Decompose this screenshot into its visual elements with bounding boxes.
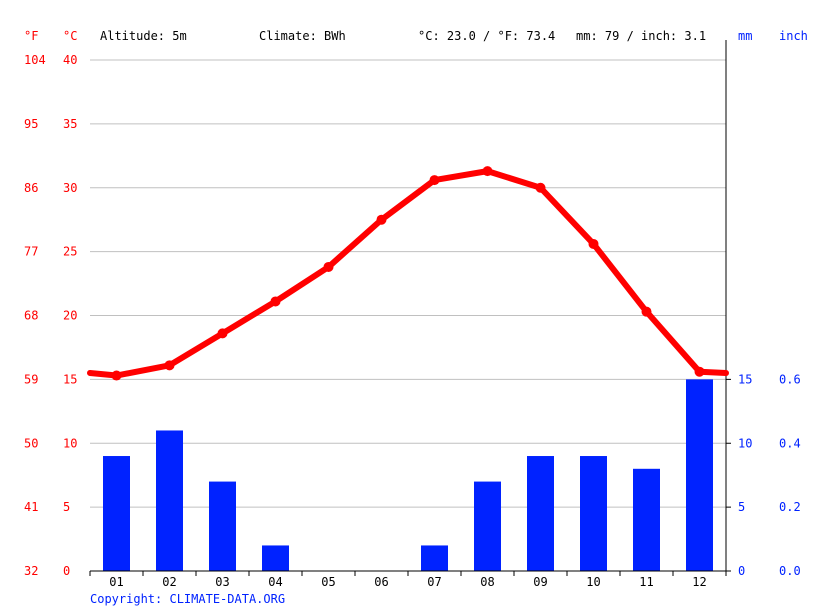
- precipitation-axis-ticks: 15 0.6 10 0.4 5 0.2 0 0.0: [725, 40, 801, 578]
- tick-label-inch: 0.6: [779, 372, 801, 386]
- month-label: 04: [268, 575, 282, 589]
- grid-lines: [90, 59, 726, 508]
- temperature-point: [588, 238, 599, 249]
- tick-label-mm: 0: [738, 564, 745, 578]
- altitude-label: Altitude: 5m: [100, 29, 187, 43]
- copyright-text: Copyright: CLIMATE-DATA.ORG: [90, 592, 285, 606]
- tick-label-mm: 15: [738, 372, 752, 386]
- temperature-point: [270, 296, 281, 307]
- tick-label-fahrenheit: 32: [24, 564, 38, 578]
- tick-label-inch: 0.0: [779, 564, 801, 578]
- precipitation-bar: [580, 456, 607, 571]
- precipitation-bar: [474, 481, 501, 571]
- month-label: 12: [692, 575, 706, 589]
- tick-label-fahrenheit: 41: [24, 500, 38, 514]
- tick-label-fahrenheit: 68: [24, 309, 38, 323]
- month-label: 09: [533, 575, 547, 589]
- tick-label-celsius: 40: [63, 53, 77, 67]
- tick-label-mm: 5: [738, 500, 745, 514]
- unit-mm: mm: [738, 29, 752, 43]
- month-label: 06: [374, 575, 388, 589]
- month-label: 05: [321, 575, 335, 589]
- temperature-point: [694, 366, 705, 377]
- tick-label-fahrenheit: 50: [24, 436, 38, 450]
- temperature-point: [482, 166, 493, 177]
- temperature-series: [87, 166, 729, 381]
- climate-label: Climate: BWh: [259, 29, 346, 43]
- precipitation-bar: [421, 545, 448, 571]
- tick-label-inch: 0.2: [779, 500, 801, 514]
- temperature-point: [111, 370, 122, 381]
- precipitation-bar: [527, 456, 554, 571]
- tick-label-mm: 10: [738, 436, 752, 450]
- tick-label-fahrenheit: 59: [24, 372, 38, 386]
- temperature-line: [87, 168, 729, 379]
- temperature-point: [376, 214, 387, 225]
- tick-label-fahrenheit: 86: [24, 181, 38, 195]
- month-label: 07: [427, 575, 441, 589]
- unit-inch: inch: [779, 29, 808, 43]
- unit-celsius: °C: [63, 29, 77, 43]
- temperature-point: [164, 360, 175, 371]
- temperature-point: [323, 261, 334, 272]
- precipitation-bar: [209, 481, 236, 571]
- x-axis: 01 02 03 04 05 06 07 08 09 10 11 12: [89, 570, 727, 589]
- tick-label-celsius: 20: [63, 309, 77, 323]
- temperature-axis-ticks: 104 40 95 35 86 30 77 25 68 20 59 15 50 10 41 5 32 0: [24, 53, 77, 578]
- tick-label-celsius: 35: [63, 117, 77, 131]
- tick-label-inch: 0.4: [779, 436, 801, 450]
- precipitation-bar: [103, 456, 130, 571]
- average-precipitation-label: mm: 79 / inch: 3.1: [576, 29, 706, 43]
- tick-label-fahrenheit: 77: [24, 245, 38, 259]
- tick-label-celsius: 5: [63, 500, 70, 514]
- temperature-point: [535, 182, 546, 193]
- temperature-point: [429, 175, 440, 186]
- temperature-point: [641, 306, 652, 317]
- precipitation-bar: [686, 379, 713, 571]
- average-temperature-label: °C: 23.0 / °F: 73.4: [418, 29, 555, 43]
- tick-label-celsius: 15: [63, 372, 77, 386]
- month-label: 03: [215, 575, 229, 589]
- month-label: 10: [586, 575, 600, 589]
- tick-label-fahrenheit: 95: [24, 117, 38, 131]
- precipitation-bar: [633, 468, 660, 571]
- month-label: 02: [162, 575, 176, 589]
- tick-label-fahrenheit: 104: [24, 53, 46, 67]
- tick-label-celsius: 25: [63, 245, 77, 259]
- month-label: 11: [639, 575, 653, 589]
- tick-label-celsius: 30: [63, 181, 77, 195]
- month-label: 08: [480, 575, 494, 589]
- precipitation-bars: [103, 379, 713, 571]
- precipitation-bar: [156, 430, 183, 571]
- tick-label-celsius: 0: [63, 564, 70, 578]
- tick-label-celsius: 10: [63, 436, 77, 450]
- precipitation-bar: [262, 545, 289, 571]
- temperature-point: [217, 328, 228, 339]
- month-label: 01: [109, 575, 123, 589]
- unit-fahrenheit: °F: [24, 29, 38, 43]
